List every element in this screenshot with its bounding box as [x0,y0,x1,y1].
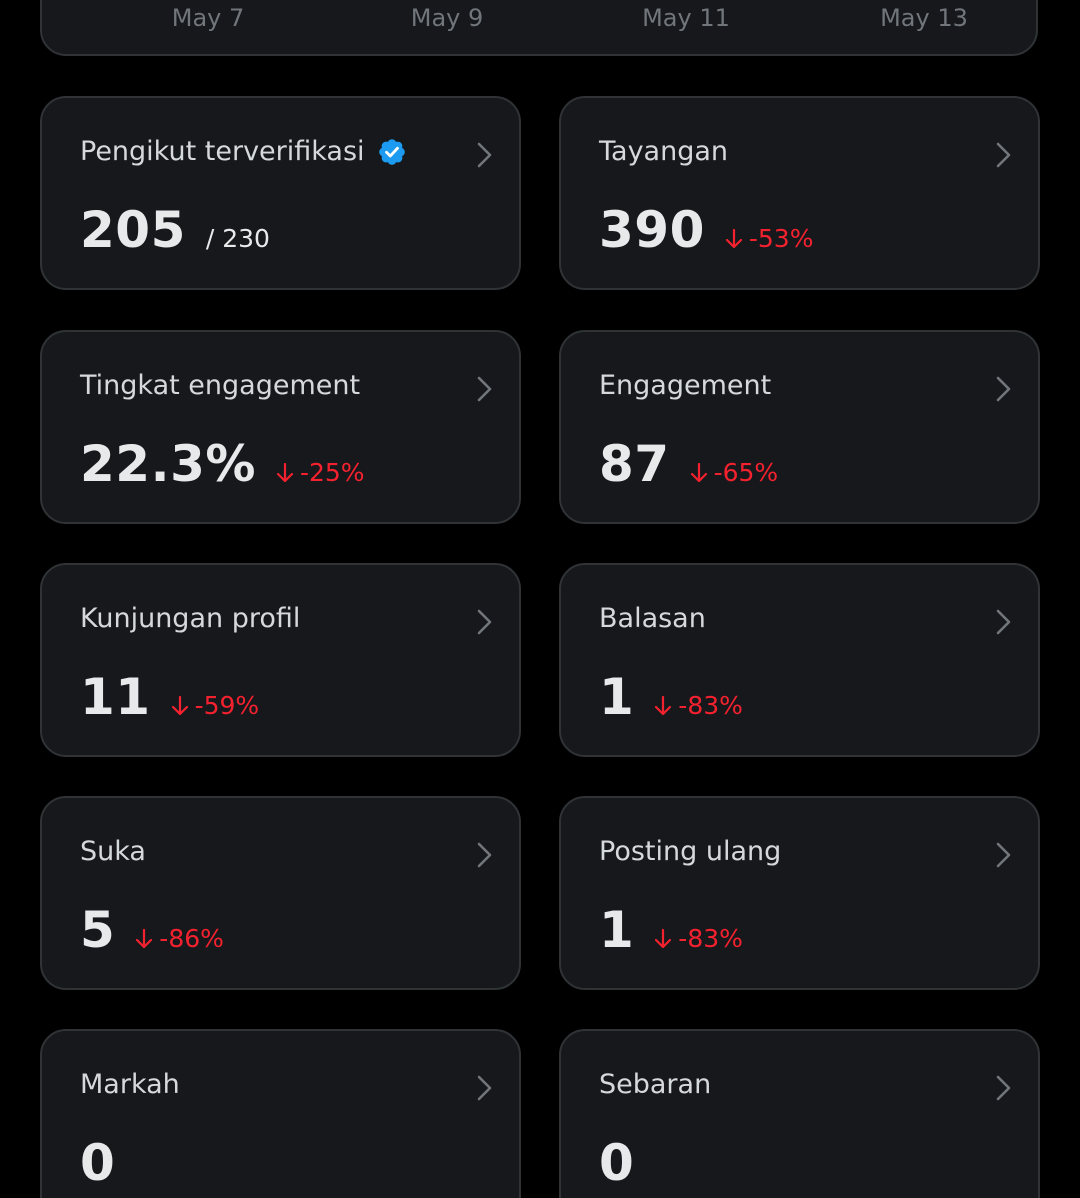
metric-label: Suka [80,836,146,867]
metric-card-likes[interactable]: Suka 5 -86% [40,796,521,990]
metric-label: Posting ulang [599,836,782,867]
chevron-right-icon [477,142,492,168]
metric-change: -83% [654,924,743,953]
x-tick-label: May 7 [171,4,245,32]
metric-card-bookmarks[interactable]: Markah 0 [40,1029,521,1198]
arrow-down-icon [690,462,707,483]
metric-label: Kunjungan profil [80,603,301,634]
metric-change-value: -83% [678,924,743,953]
metric-card-engagement-rate[interactable]: Tingkat engagement 22.3% -25% [40,330,521,524]
metric-change: -25% [276,458,365,487]
metric-value: 5 [80,901,116,959]
x-tick-label: May 9 [410,4,484,32]
arrow-down-icon [655,695,672,716]
x-tick-label: May 13 [880,4,968,32]
metric-total: / 230 [205,224,270,253]
metric-value: 1 [599,668,635,726]
metric-label: Tingkat engagement [80,370,361,401]
metric-change-value: -53% [748,224,814,253]
metric-change-value: -86% [159,924,224,953]
chevron-right-icon [477,609,492,635]
metric-value: 87 [599,435,670,493]
metric-change: -86% [135,924,224,953]
metric-change: -83% [654,691,743,720]
chevron-right-icon [996,842,1011,868]
metric-change: -65% [690,458,779,487]
metric-value: 1 [599,901,635,959]
metric-card-reposts[interactable]: Posting ulang 1 -83% [559,796,1040,990]
metric-change-value: -25% [299,458,365,487]
chart-x-axis: May 7 May 9 May 11 May 13 [42,2,1036,42]
metric-label: Sebaran [599,1069,712,1100]
metric-card-shares[interactable]: Sebaran 0 [559,1029,1040,1198]
chevron-right-icon [477,842,492,868]
arrow-down-icon [136,928,153,949]
metric-label: Pengikut terverifikasi [80,136,365,167]
chevron-right-icon [996,1075,1011,1101]
metric-label: Engagement [599,370,772,401]
metric-card-engagement[interactable]: Engagement 87 -65% [559,330,1040,524]
metric-change: -53% [725,224,814,253]
metric-label: Markah [80,1069,180,1100]
metric-card-verified-followers[interactable]: Pengikut terverifikasi 205 / 230 [40,96,521,290]
metric-change-value: -65% [713,458,779,487]
metric-change: -59% [171,691,260,720]
metric-value: 205 [80,201,186,259]
metric-value: 22.3% [80,435,256,493]
metric-value: 390 [599,201,705,259]
metric-value: 11 [80,668,151,726]
chevron-right-icon [996,376,1011,402]
arrow-down-icon [655,928,672,949]
verified-badge-icon [378,138,405,165]
arrow-down-icon [725,228,742,249]
metric-change-value: -83% [678,691,743,720]
metric-card-impressions[interactable]: Tayangan 390 -53% [559,96,1040,290]
metric-label: Tayangan [599,136,729,167]
chart-card: May 7 May 9 May 11 May 13 [40,0,1038,56]
metric-value: 0 [599,1134,635,1192]
metric-card-profile-visits[interactable]: Kunjungan profil 11 -59% [40,563,521,757]
x-tick-label: May 11 [642,4,730,32]
chevron-right-icon [477,376,492,402]
metric-label: Balasan [599,603,706,634]
metric-card-replies[interactable]: Balasan 1 -83% [559,563,1040,757]
arrow-down-icon [171,695,188,716]
chevron-right-icon [477,1075,492,1101]
chevron-right-icon [996,609,1011,635]
metric-value: 0 [80,1134,116,1192]
arrow-down-icon [276,462,294,483]
chevron-right-icon [996,142,1011,168]
metric-change-value: -59% [194,691,260,720]
